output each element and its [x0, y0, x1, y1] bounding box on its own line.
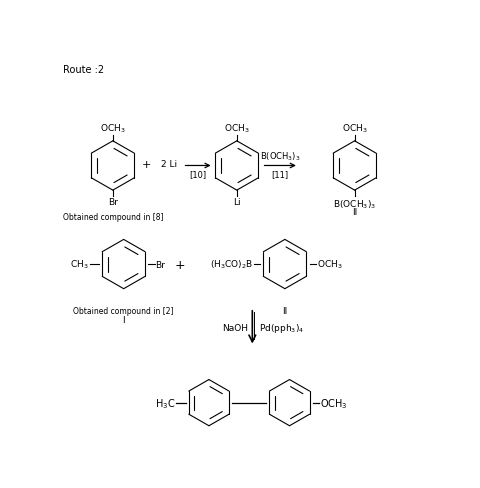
Text: I: I	[122, 315, 125, 324]
Text: OCH$_3$: OCH$_3$	[224, 122, 249, 135]
Text: B(OCH$_3$)$_3$: B(OCH$_3$)$_3$	[332, 198, 375, 210]
Text: OCH$_3$: OCH$_3$	[319, 396, 347, 410]
Text: H$_3$C: H$_3$C	[155, 396, 175, 410]
Text: Li: Li	[232, 198, 240, 206]
Text: Route :2: Route :2	[63, 65, 104, 75]
Text: Br: Br	[155, 260, 165, 269]
Text: Obtained compound in [2]: Obtained compound in [2]	[73, 306, 174, 315]
Text: OCH$_3$: OCH$_3$	[100, 122, 125, 135]
Text: B(OCH$_3$)$_3$: B(OCH$_3$)$_3$	[260, 150, 300, 163]
Text: [10]: [10]	[189, 170, 206, 179]
Text: (H$_3$CO)$_2$B: (H$_3$CO)$_2$B	[209, 258, 252, 271]
Text: II: II	[351, 207, 357, 217]
Text: +: +	[142, 160, 151, 170]
Text: II: II	[282, 306, 287, 315]
Text: Br: Br	[108, 198, 118, 206]
Text: Pd(pph$_3$)$_4$: Pd(pph$_3$)$_4$	[258, 321, 303, 334]
Text: Obtained compound in [8]: Obtained compound in [8]	[62, 212, 163, 221]
Text: OCH$_3$: OCH$_3$	[316, 258, 342, 271]
Text: [11]: [11]	[271, 170, 288, 179]
Text: 2 Li: 2 Li	[160, 160, 177, 169]
Text: OCH$_3$: OCH$_3$	[341, 122, 367, 135]
Text: CH$_3$: CH$_3$	[70, 258, 89, 271]
Text: NaOH: NaOH	[222, 323, 248, 332]
Text: +: +	[175, 258, 185, 271]
